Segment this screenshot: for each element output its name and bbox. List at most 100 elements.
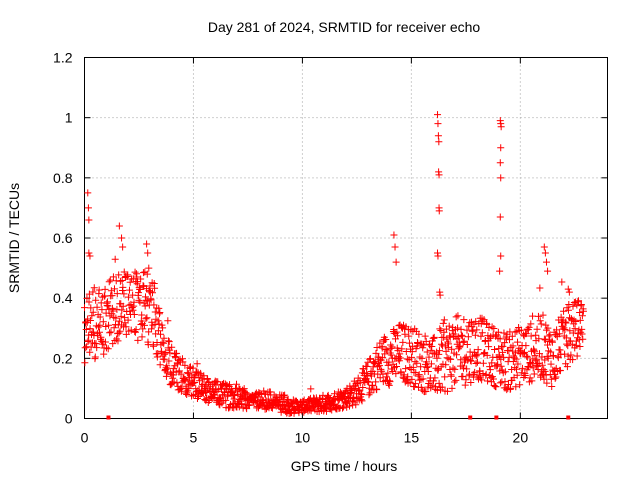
data-point bbox=[105, 321, 113, 329]
data-point bbox=[405, 332, 413, 340]
data-point bbox=[140, 321, 148, 329]
data-point bbox=[352, 380, 360, 388]
data-point bbox=[544, 341, 552, 349]
data-point bbox=[402, 365, 410, 373]
data-point bbox=[434, 132, 442, 140]
data-point bbox=[556, 367, 564, 375]
data-point bbox=[527, 320, 535, 328]
data-point bbox=[387, 344, 395, 352]
data-point bbox=[478, 376, 486, 384]
data-point bbox=[379, 354, 387, 362]
data-point bbox=[565, 288, 573, 296]
data-point bbox=[483, 351, 491, 359]
data-point bbox=[393, 328, 401, 336]
data-point bbox=[540, 335, 548, 343]
data-point bbox=[401, 330, 409, 338]
data-point bbox=[500, 329, 508, 337]
data-point bbox=[435, 171, 443, 179]
data-point bbox=[522, 330, 530, 338]
data-point bbox=[151, 284, 159, 292]
data-point bbox=[445, 355, 453, 363]
data-point bbox=[155, 304, 163, 312]
data-point bbox=[473, 326, 481, 334]
data-point bbox=[551, 374, 559, 382]
data-point bbox=[479, 359, 487, 367]
data-point bbox=[543, 379, 551, 387]
data-point bbox=[166, 349, 174, 357]
data-point bbox=[392, 370, 400, 378]
data-point bbox=[517, 326, 525, 334]
data-point bbox=[119, 302, 127, 310]
x-axis-label: GPS time / hours bbox=[291, 458, 398, 474]
data-point bbox=[163, 365, 171, 373]
data-point bbox=[578, 312, 586, 320]
data-point bbox=[124, 293, 132, 301]
data-point bbox=[442, 361, 450, 369]
data-point bbox=[569, 302, 577, 310]
data-point bbox=[399, 338, 407, 346]
data-point bbox=[339, 404, 347, 412]
data-point bbox=[406, 378, 414, 386]
data-point bbox=[513, 371, 521, 379]
data-point bbox=[536, 317, 544, 325]
data-point bbox=[522, 342, 530, 350]
data-point bbox=[424, 368, 432, 376]
data-point bbox=[441, 373, 449, 381]
data-point bbox=[179, 358, 187, 366]
data-point bbox=[117, 312, 125, 320]
data-point bbox=[132, 326, 140, 334]
zero-marker bbox=[468, 415, 473, 420]
data-point bbox=[100, 350, 108, 358]
data-point bbox=[558, 278, 566, 286]
data-point bbox=[409, 343, 417, 351]
data-point bbox=[431, 374, 439, 382]
data-point bbox=[101, 338, 109, 346]
data-point bbox=[349, 394, 357, 402]
data-point bbox=[457, 325, 465, 333]
data-point bbox=[143, 270, 151, 278]
data-point bbox=[101, 292, 109, 300]
data-point bbox=[139, 282, 147, 290]
data-point bbox=[464, 333, 472, 341]
data-point bbox=[459, 338, 467, 346]
data-point bbox=[508, 332, 516, 340]
data-point bbox=[425, 353, 433, 361]
data-point bbox=[454, 333, 462, 341]
data-point bbox=[398, 345, 406, 353]
data-point bbox=[250, 399, 258, 407]
data-point bbox=[419, 375, 427, 383]
data-point bbox=[461, 381, 469, 389]
data-point bbox=[548, 382, 556, 390]
data-point bbox=[366, 355, 374, 363]
data-point bbox=[81, 359, 89, 367]
data-point bbox=[181, 361, 189, 369]
data-point bbox=[86, 317, 94, 325]
data-point bbox=[435, 379, 443, 387]
data-point bbox=[463, 340, 471, 348]
data-point bbox=[540, 375, 548, 383]
data-point bbox=[393, 362, 401, 370]
data-point bbox=[131, 268, 139, 276]
data-point bbox=[446, 332, 454, 340]
data-point bbox=[447, 372, 455, 380]
data-point bbox=[428, 342, 436, 350]
y-tick-label: 0.2 bbox=[53, 350, 73, 366]
data-point bbox=[516, 381, 524, 389]
data-point bbox=[92, 296, 100, 304]
data-point bbox=[185, 381, 193, 389]
data-point bbox=[563, 363, 571, 371]
data-point bbox=[556, 346, 564, 354]
data-point bbox=[492, 383, 500, 391]
data-point bbox=[530, 370, 538, 378]
data-point bbox=[446, 333, 454, 341]
x-tick-label: 15 bbox=[404, 430, 420, 446]
data-point bbox=[120, 268, 128, 276]
data-point bbox=[496, 267, 504, 275]
data-point bbox=[352, 401, 360, 409]
data-point bbox=[442, 347, 450, 355]
data-point bbox=[473, 358, 481, 366]
data-point bbox=[423, 364, 431, 372]
data-point bbox=[119, 243, 127, 251]
data-point bbox=[460, 337, 468, 345]
